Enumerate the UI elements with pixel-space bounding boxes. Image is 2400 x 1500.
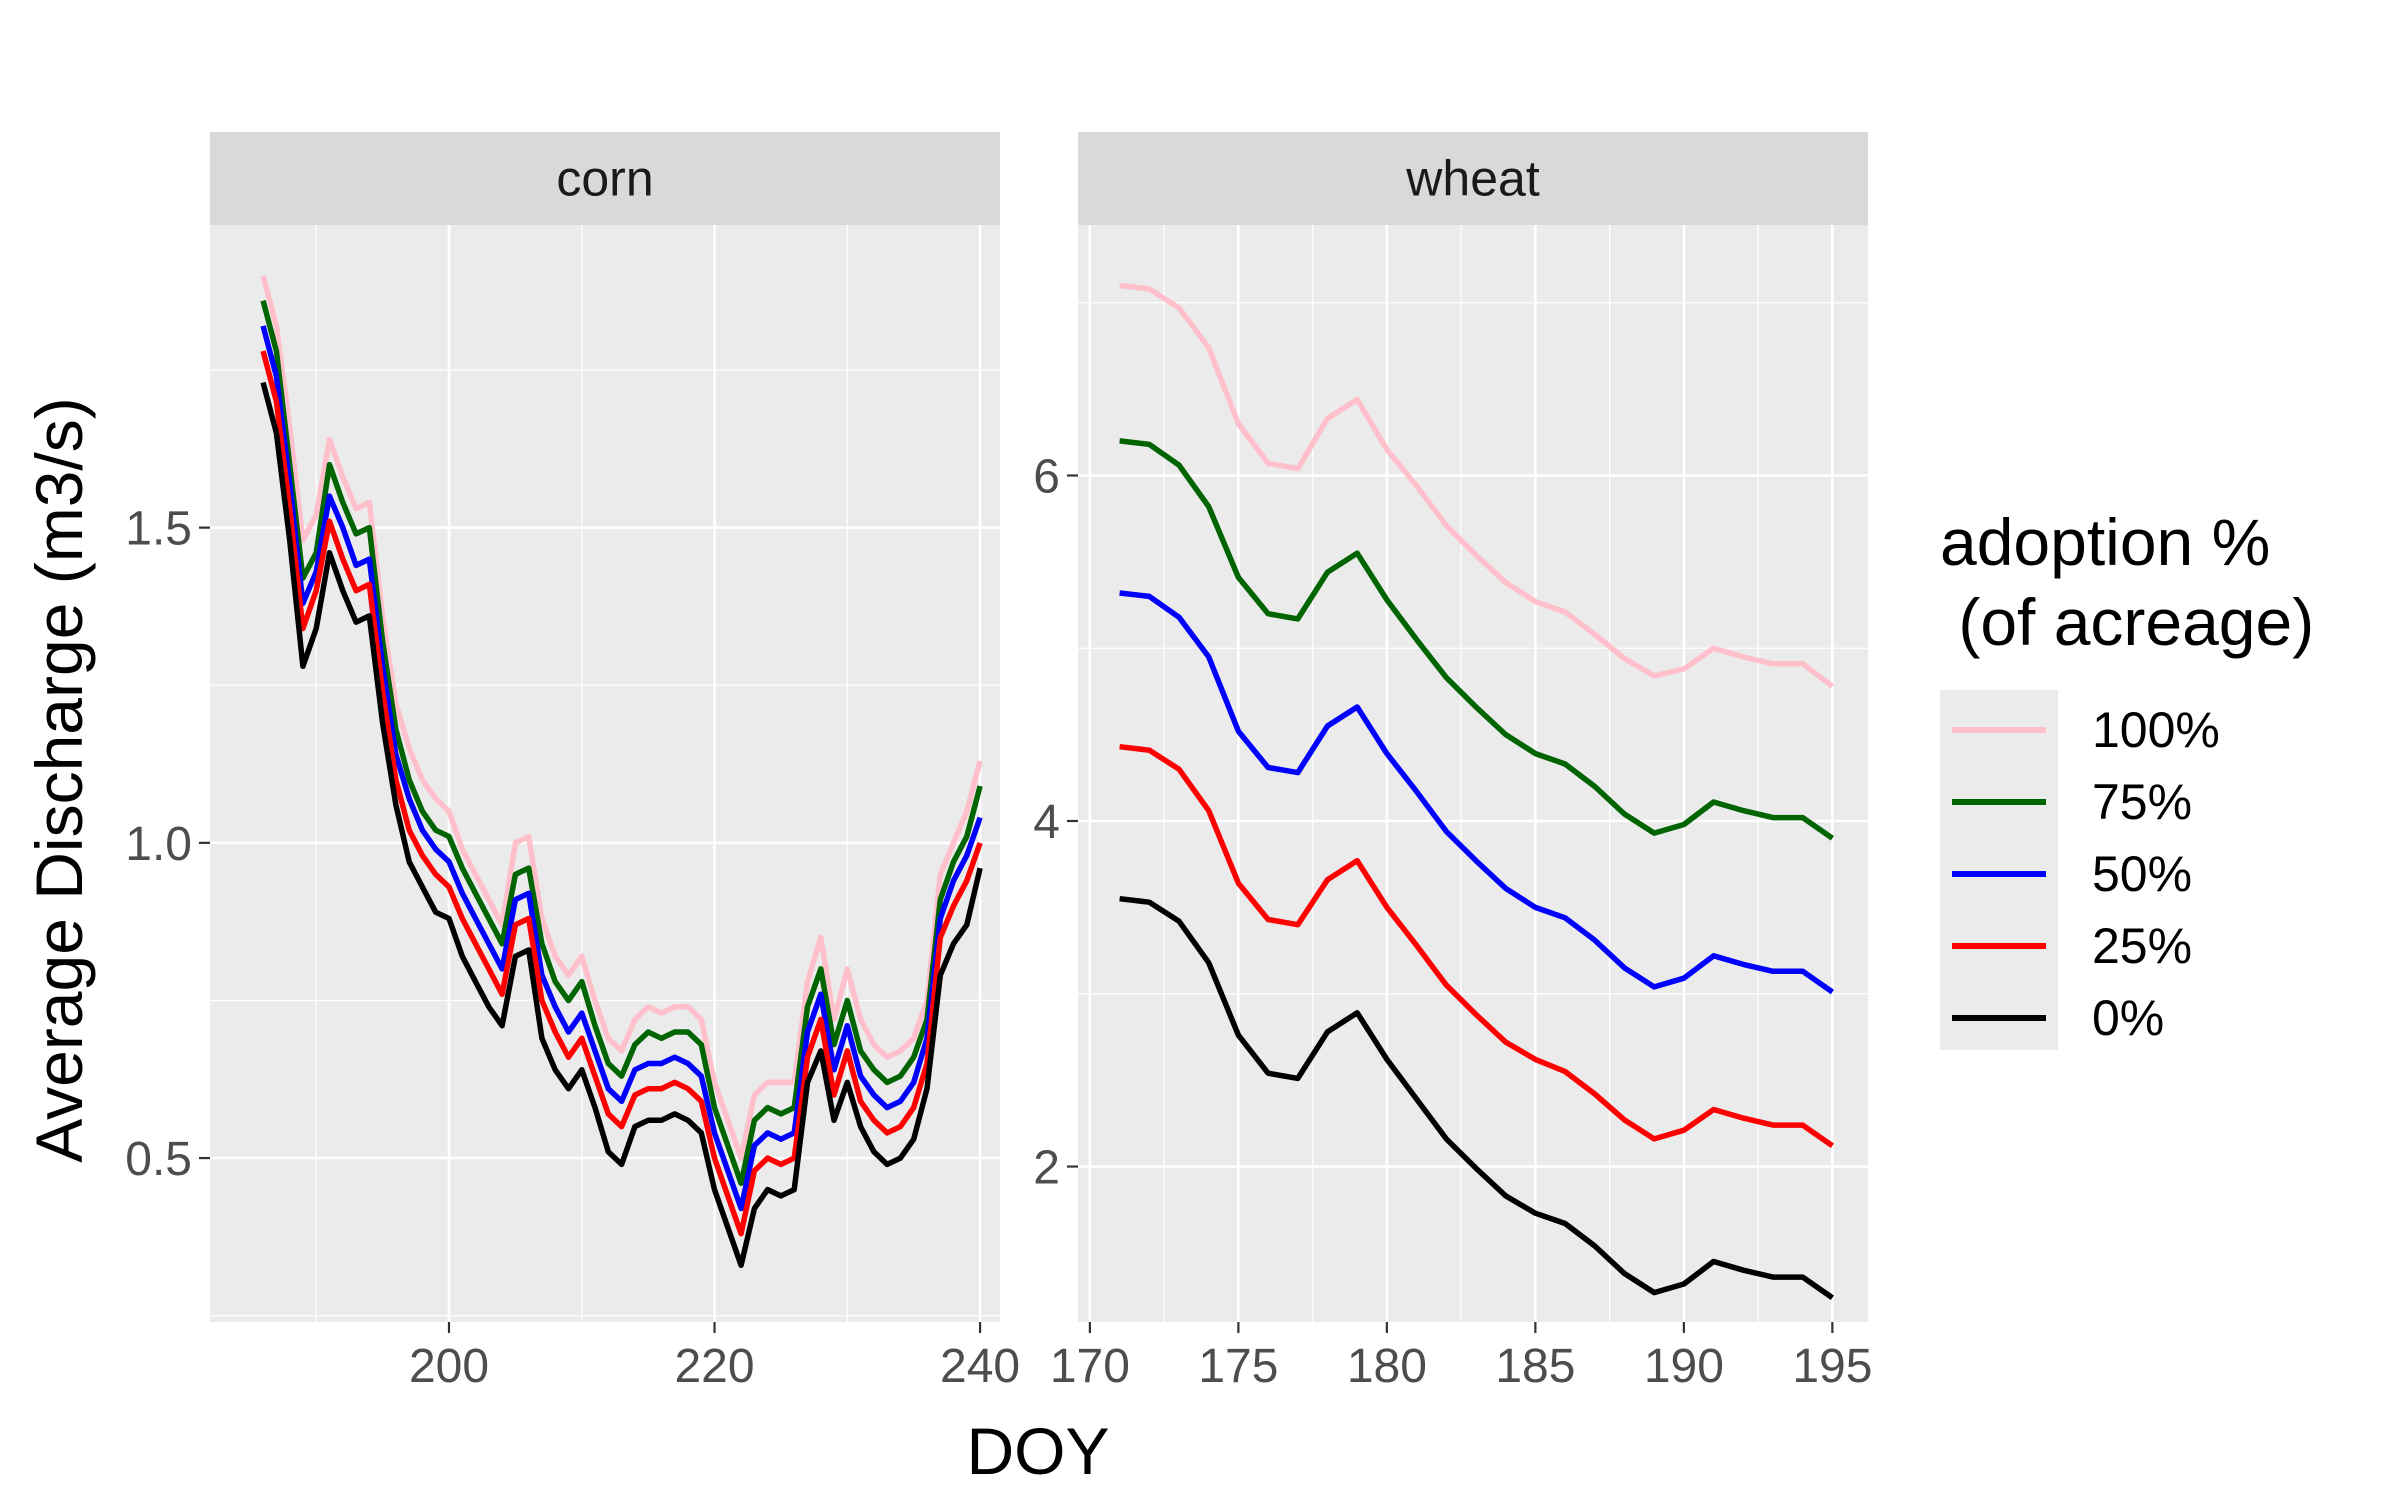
y-tick-label: 1.5 (125, 503, 192, 556)
x-tick-label: 175 (1198, 1340, 1278, 1393)
legend-entry: 0% (1952, 990, 2164, 1046)
legend-entries: 100% 75% 50% 25% 0% (1952, 702, 2220, 1046)
legend: adoption % (of acreage) 100% 75% 50% 25% 0% (1940, 505, 2314, 1050)
y-tick-label: 1.0 (125, 818, 192, 871)
series-line-wheat-100pct (1119, 282, 1835, 689)
y-axis-title: Average Discharge (m3/s) (22, 397, 96, 1162)
series-line-corn-100pct (260, 274, 983, 1161)
legend-entry: 50% (1952, 846, 2192, 902)
legend-key-background (1940, 690, 2058, 1050)
facet-panels: corn 200 220 240 0.5 1.0 1.5 wheat 170 175 180 185 1… (125, 132, 1872, 1393)
y-tick-label: 2 (1033, 1142, 1060, 1195)
series-line-corn-25pct (260, 350, 983, 1237)
legend-label: 100% (2092, 702, 2220, 758)
x-tick-label: 180 (1347, 1340, 1427, 1393)
x-tick-label: 220 (674, 1340, 754, 1393)
series-line-wheat-50pct (1119, 590, 1834, 995)
x-axis-title: DOY (966, 1414, 1109, 1488)
legend-label: 0% (2092, 990, 2164, 1046)
x-tick-label: 200 (409, 1340, 489, 1393)
panel-wheat: wheat 170 175 180 185 190 195 2 4 6 (1033, 132, 1872, 1393)
legend-entry: 25% (1952, 918, 2192, 974)
panel-corn: corn 200 220 240 0.5 1.0 1.5 (125, 132, 1020, 1393)
y-tick-label: 4 (1033, 796, 1060, 849)
y-tick-label: 0.5 (125, 1133, 192, 1186)
facet-label-wheat: wheat (1405, 151, 1540, 207)
legend-entry: 75% (1952, 774, 2192, 830)
facet-strip-corn (210, 132, 1000, 225)
legend-entry: 100% (1952, 702, 2220, 758)
legend-title-line-1: adoption % (1940, 505, 2270, 579)
panel-background-wheat (1078, 225, 1868, 1322)
series-line-wheat-75pct (1119, 438, 1834, 841)
facet-strip-wheat (1078, 132, 1868, 225)
x-tick-label: 190 (1644, 1340, 1724, 1393)
legend-label: 75% (2092, 774, 2192, 830)
x-tick-label: 170 (1050, 1340, 1130, 1393)
series-line-corn-75pct (260, 299, 983, 1187)
x-tick-label: 195 (1792, 1340, 1872, 1393)
series-line-corn-0pct (260, 381, 983, 1269)
x-tick-label: 240 (940, 1340, 1020, 1393)
legend-label: 25% (2092, 918, 2192, 974)
x-tick-label: 185 (1495, 1340, 1575, 1393)
facet-label-corn: corn (556, 151, 653, 207)
y-tick-label: 6 (1033, 450, 1060, 503)
legend-label: 50% (2092, 846, 2192, 902)
series-line-wheat-0pct (1119, 895, 1834, 1301)
legend-title-line-2: (of acreage) (1940, 585, 2314, 659)
series-line-wheat-25pct (1119, 743, 1834, 1149)
series-line-corn-50pct (260, 325, 983, 1212)
